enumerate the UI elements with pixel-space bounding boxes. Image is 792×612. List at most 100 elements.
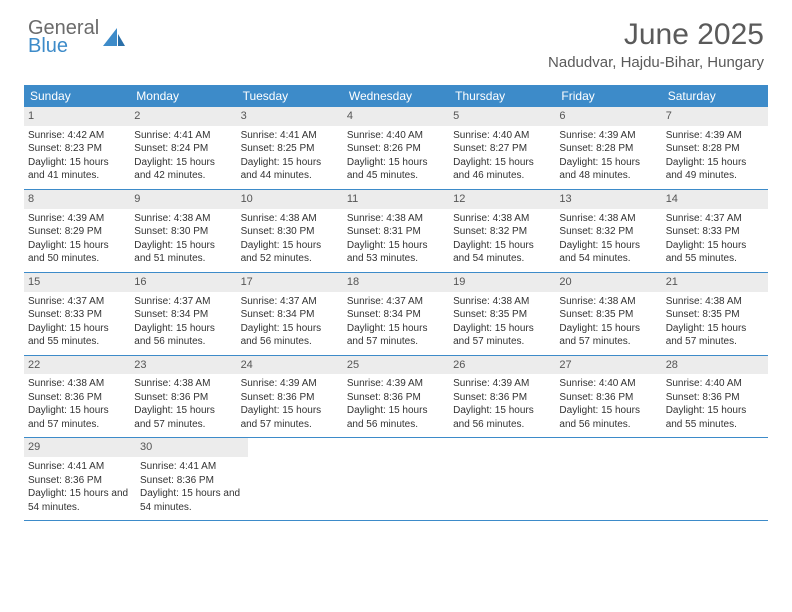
sunrise-line: Sunrise: 4:38 AM [134, 377, 232, 391]
week-row: 1Sunrise: 4:42 AMSunset: 8:23 PMDaylight… [24, 107, 768, 190]
daylight-line: Daylight: 15 hours and 55 minutes. [28, 322, 126, 349]
sunset-line: Sunset: 8:34 PM [134, 308, 232, 322]
sunrise-line: Sunrise: 4:41 AM [134, 129, 232, 143]
logo-sail-icon [103, 28, 125, 48]
day-number: 8 [24, 190, 130, 209]
sunrise-line: Sunrise: 4:37 AM [347, 295, 445, 309]
day-number: 20 [555, 273, 661, 292]
sunset-line: Sunset: 8:32 PM [559, 225, 657, 239]
sunrise-line: Sunrise: 4:39 AM [666, 129, 764, 143]
empty-day [560, 438, 664, 520]
day-cell: 26Sunrise: 4:39 AMSunset: 8:36 PMDayligh… [449, 356, 555, 438]
day-cell: 8Sunrise: 4:39 AMSunset: 8:29 PMDaylight… [24, 190, 130, 272]
day-number: 2 [130, 107, 236, 126]
day-cell: 10Sunrise: 4:38 AMSunset: 8:30 PMDayligh… [237, 190, 343, 272]
logo: General Blue [28, 18, 125, 56]
day-number: 11 [343, 190, 449, 209]
sunset-line: Sunset: 8:35 PM [559, 308, 657, 322]
month-title: June 2025 [548, 18, 764, 52]
day-cell: 4Sunrise: 4:40 AMSunset: 8:26 PMDaylight… [343, 107, 449, 189]
empty-day [352, 438, 456, 520]
day-number: 9 [130, 190, 236, 209]
day-cell: 22Sunrise: 4:38 AMSunset: 8:36 PMDayligh… [24, 356, 130, 438]
daylight-line: Daylight: 15 hours and 57 minutes. [453, 322, 551, 349]
daylight-line: Daylight: 15 hours and 42 minutes. [134, 156, 232, 183]
day-number: 7 [662, 107, 768, 126]
sunset-line: Sunset: 8:34 PM [347, 308, 445, 322]
day-cell: 27Sunrise: 4:40 AMSunset: 8:36 PMDayligh… [555, 356, 661, 438]
daylight-line: Daylight: 15 hours and 48 minutes. [559, 156, 657, 183]
sunset-line: Sunset: 8:30 PM [241, 225, 339, 239]
sunrise-line: Sunrise: 4:38 AM [559, 212, 657, 226]
day-number: 22 [24, 356, 130, 375]
sunset-line: Sunset: 8:31 PM [347, 225, 445, 239]
day-number: 5 [449, 107, 555, 126]
day-number: 26 [449, 356, 555, 375]
day-cell: 20Sunrise: 4:38 AMSunset: 8:35 PMDayligh… [555, 273, 661, 355]
weekday-header: Friday [555, 85, 661, 107]
sunrise-line: Sunrise: 4:38 AM [666, 295, 764, 309]
daylight-line: Daylight: 15 hours and 56 minutes. [453, 404, 551, 431]
day-cell: 24Sunrise: 4:39 AMSunset: 8:36 PMDayligh… [237, 356, 343, 438]
sunset-line: Sunset: 8:36 PM [347, 391, 445, 405]
sunrise-line: Sunrise: 4:41 AM [28, 460, 132, 474]
sunset-line: Sunset: 8:36 PM [28, 474, 132, 488]
sunset-line: Sunset: 8:36 PM [134, 391, 232, 405]
daylight-line: Daylight: 15 hours and 57 minutes. [134, 404, 232, 431]
sunrise-line: Sunrise: 4:38 AM [28, 377, 126, 391]
daylight-line: Daylight: 15 hours and 56 minutes. [134, 322, 232, 349]
sunset-line: Sunset: 8:27 PM [453, 142, 551, 156]
week-row: 22Sunrise: 4:38 AMSunset: 8:36 PMDayligh… [24, 356, 768, 439]
daylight-line: Daylight: 15 hours and 56 minutes. [559, 404, 657, 431]
day-number: 17 [237, 273, 343, 292]
weekday-header: Thursday [449, 85, 555, 107]
sunset-line: Sunset: 8:36 PM [241, 391, 339, 405]
day-number: 13 [555, 190, 661, 209]
day-number: 30 [136, 438, 248, 457]
sunrise-line: Sunrise: 4:38 AM [241, 212, 339, 226]
day-cell: 15Sunrise: 4:37 AMSunset: 8:33 PMDayligh… [24, 273, 130, 355]
day-cell: 29Sunrise: 4:41 AMSunset: 8:36 PMDayligh… [24, 438, 136, 520]
sunset-line: Sunset: 8:35 PM [666, 308, 764, 322]
day-cell: 30Sunrise: 4:41 AMSunset: 8:36 PMDayligh… [136, 438, 248, 520]
day-number: 12 [449, 190, 555, 209]
location: Nadudvar, Hajdu-Bihar, Hungary [548, 54, 764, 71]
daylight-line: Daylight: 15 hours and 50 minutes. [28, 239, 126, 266]
day-cell: 7Sunrise: 4:39 AMSunset: 8:28 PMDaylight… [662, 107, 768, 189]
day-cell: 12Sunrise: 4:38 AMSunset: 8:32 PMDayligh… [449, 190, 555, 272]
sunset-line: Sunset: 8:30 PM [134, 225, 232, 239]
day-number: 3 [237, 107, 343, 126]
day-cell: 13 Sunrise: 4:38 AMSunset: 8:32 PMDayligh… [555, 190, 661, 272]
day-number: 18 [343, 273, 449, 292]
sunrise-line: Sunrise: 4:38 AM [134, 212, 232, 226]
daylight-line: Daylight: 15 hours and 52 minutes. [241, 239, 339, 266]
day-cell: 6Sunrise: 4:39 AMSunset: 8:28 PMDaylight… [555, 107, 661, 189]
sunrise-line: Sunrise: 4:38 AM [347, 212, 445, 226]
sunrise-line: Sunrise: 4:42 AM [28, 129, 126, 143]
sunrise-line: Sunrise: 4:40 AM [453, 129, 551, 143]
daylight-line: Daylight: 15 hours and 41 minutes. [28, 156, 126, 183]
week-row: 29Sunrise: 4:41 AMSunset: 8:36 PMDayligh… [24, 438, 768, 521]
sunset-line: Sunset: 8:28 PM [559, 142, 657, 156]
day-number: 1 [24, 107, 130, 126]
sunset-line: Sunset: 8:34 PM [241, 308, 339, 322]
day-cell: 1Sunrise: 4:42 AMSunset: 8:23 PMDaylight… [24, 107, 130, 189]
daylight-line: Daylight: 15 hours and 57 minutes. [241, 404, 339, 431]
day-cell: 11Sunrise: 4:38 AMSunset: 8:31 PMDayligh… [343, 190, 449, 272]
day-number: 19 [449, 273, 555, 292]
sunrise-line: Sunrise: 4:39 AM [347, 377, 445, 391]
day-cell: 19Sunrise: 4:38 AMSunset: 8:35 PMDayligh… [449, 273, 555, 355]
week-row: 15Sunrise: 4:37 AMSunset: 8:33 PMDayligh… [24, 273, 768, 356]
daylight-line: Daylight: 15 hours and 54 minutes. [559, 239, 657, 266]
sunrise-line: Sunrise: 4:41 AM [140, 460, 244, 474]
sunset-line: Sunset: 8:36 PM [140, 474, 244, 488]
daylight-line: Daylight: 15 hours and 54 minutes. [28, 487, 132, 514]
sunrise-line: Sunrise: 4:39 AM [559, 129, 657, 143]
sunrise-line: Sunrise: 4:38 AM [453, 295, 551, 309]
day-cell: 17Sunrise: 4:37 AMSunset: 8:34 PMDayligh… [237, 273, 343, 355]
sunrise-line: Sunrise: 4:40 AM [347, 129, 445, 143]
week-row: 8Sunrise: 4:39 AMSunset: 8:29 PMDaylight… [24, 190, 768, 273]
daylight-line: Daylight: 15 hours and 45 minutes. [347, 156, 445, 183]
sunset-line: Sunset: 8:36 PM [666, 391, 764, 405]
daylight-line: Daylight: 15 hours and 51 minutes. [134, 239, 232, 266]
